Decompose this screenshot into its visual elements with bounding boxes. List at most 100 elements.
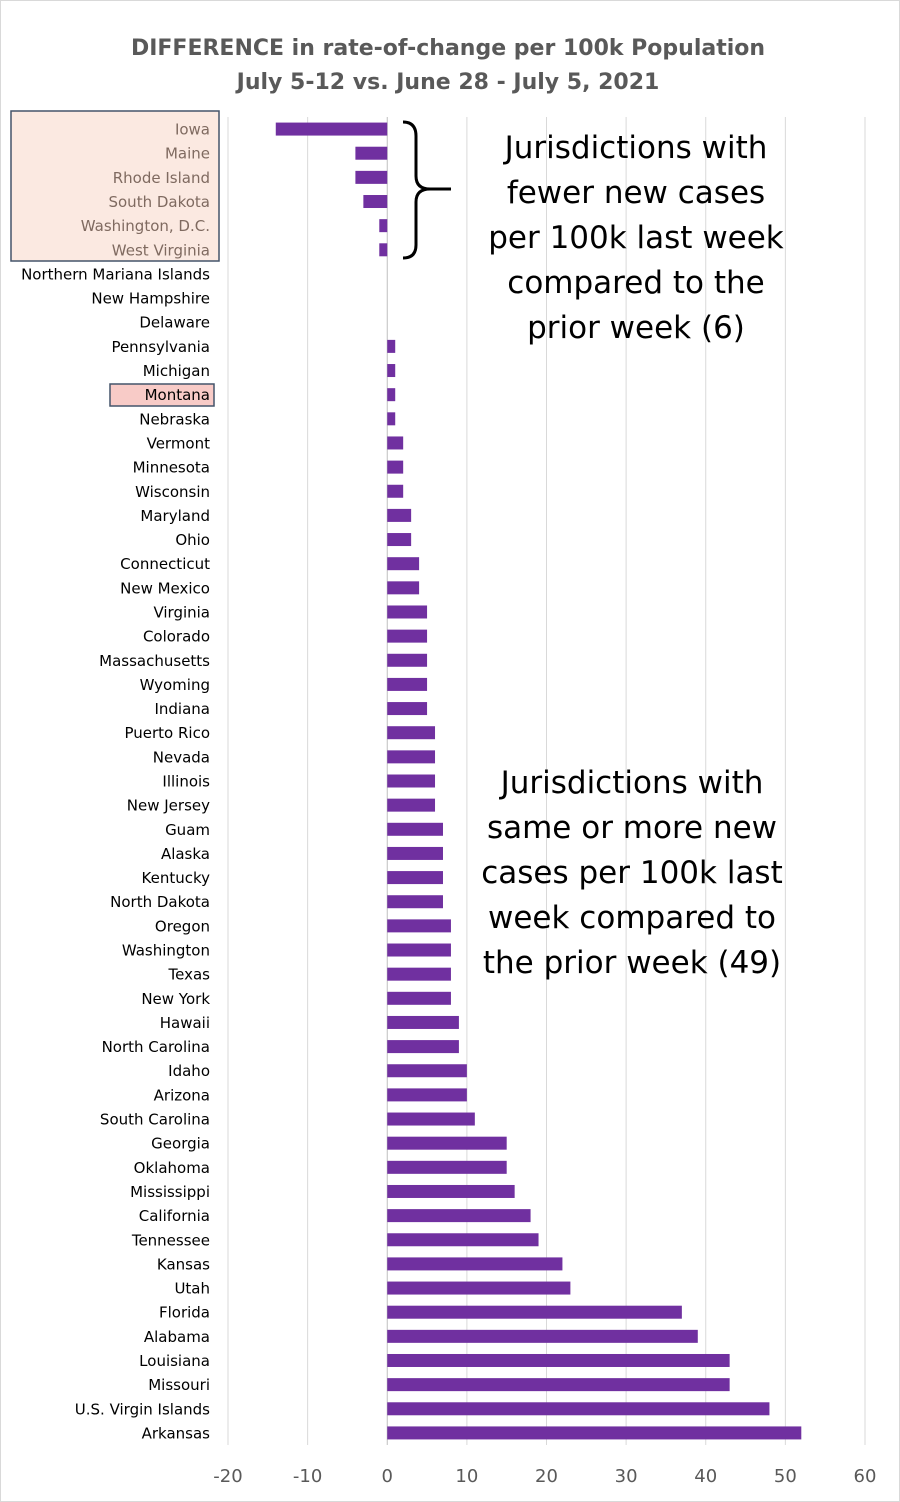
bar-california xyxy=(387,1209,531,1223)
category-label: Michigan xyxy=(143,362,210,380)
category-label: Illinois xyxy=(162,773,210,791)
bar-north-dakota xyxy=(387,895,443,909)
category-label: Arkansas xyxy=(142,1424,211,1442)
bar-south-dakota xyxy=(363,195,388,209)
category-label: Montana xyxy=(145,386,210,404)
category-label: Massachusetts xyxy=(99,652,210,670)
x-tick-label: 40 xyxy=(694,1466,717,1487)
category-label: New Hampshire xyxy=(91,290,210,308)
gridlines xyxy=(227,117,866,1445)
category-label: Florida xyxy=(159,1304,210,1322)
annotation-line: cases per 100k last xyxy=(481,855,783,891)
bar-south-carolina xyxy=(387,1112,475,1126)
annotation-fewer: Jurisdictions with fewer new cases per 100… xyxy=(488,130,784,346)
category-label: Oregon xyxy=(155,917,210,935)
x-tick-label: 50 xyxy=(774,1466,797,1487)
category-label: New Mexico xyxy=(120,579,210,597)
category-label: Idaho xyxy=(168,1062,210,1080)
category-label: Hawaii xyxy=(160,1014,210,1032)
category-label: Ohio xyxy=(175,531,210,549)
bar-washington xyxy=(387,943,451,957)
x-tick-label: 30 xyxy=(615,1466,638,1487)
bar-minnesota xyxy=(387,460,404,474)
bar-ohio xyxy=(387,533,412,547)
annotation-line: Jurisdictions with xyxy=(499,765,764,801)
category-label: South Dakota xyxy=(108,193,210,211)
bar-washington-d-c- xyxy=(379,219,388,233)
category-label: Virginia xyxy=(153,603,210,621)
category-label: Colorado xyxy=(143,628,210,646)
annotation-line: compared to the xyxy=(507,265,764,301)
bar-maryland xyxy=(387,508,412,522)
category-label: South Carolina xyxy=(100,1111,210,1129)
fewer-group-highlight-box xyxy=(10,110,220,262)
category-label: Utah xyxy=(174,1280,210,1298)
category-label: Missouri xyxy=(148,1376,210,1394)
bar-oregon xyxy=(387,919,451,933)
bar-montana xyxy=(387,388,396,402)
annotation-line: prior week (6) xyxy=(527,310,745,346)
category-label: Minnesota xyxy=(133,459,210,477)
bar-michigan xyxy=(387,364,396,378)
category-label: Vermont xyxy=(147,434,211,452)
x-tick-label: 0 xyxy=(382,1466,393,1487)
annotation-line: per 100k last week xyxy=(488,220,784,256)
category-label: Wyoming xyxy=(140,676,210,694)
bar-mississippi xyxy=(387,1184,515,1198)
category-label: Alabama xyxy=(144,1328,210,1346)
bar-west-virginia xyxy=(379,243,388,257)
bar-maine xyxy=(355,146,388,160)
bar-wisconsin xyxy=(387,484,404,498)
category-label: Wisconsin xyxy=(135,483,210,501)
category-label: Nevada xyxy=(153,748,210,766)
annotation-more: Jurisdictions with same or more new cases … xyxy=(481,765,783,981)
category-label: Kentucky xyxy=(142,869,211,887)
bar-florida xyxy=(387,1305,682,1319)
chart-subtitle: July 5-12 vs. June 28 - July 5, 2021 xyxy=(235,70,660,95)
category-label: Washington xyxy=(122,942,210,960)
x-axis-tick-labels: -20 -10 0 10 20 30 40 50 60 xyxy=(213,1466,876,1487)
category-label: Alaska xyxy=(161,845,210,863)
bar-north-carolina xyxy=(387,1040,459,1054)
bar-new-york xyxy=(387,991,451,1005)
bar-texas xyxy=(387,967,451,981)
bar-alaska xyxy=(387,846,443,860)
annotation-line: week compared to xyxy=(488,900,776,936)
bar-wyoming xyxy=(387,677,428,691)
bar-georgia xyxy=(387,1136,507,1150)
category-label: Louisiana xyxy=(139,1352,210,1370)
bar-tennessee xyxy=(387,1233,539,1247)
category-label: Texas xyxy=(168,966,211,984)
category-label: Guam xyxy=(165,821,210,839)
category-label: Arizona xyxy=(154,1086,210,1104)
bar-louisiana xyxy=(387,1353,730,1367)
category-label: Pennsylvania xyxy=(111,338,210,356)
x-tick-label: 60 xyxy=(854,1466,877,1487)
category-label: Washington, D.C. xyxy=(81,217,210,235)
bar-hawaii xyxy=(387,1015,459,1029)
category-label: Puerto Rico xyxy=(124,724,210,742)
bar-nevada xyxy=(387,750,436,764)
annotation-line: same or more new xyxy=(487,810,777,846)
category-label: Rhode Island xyxy=(113,169,210,187)
category-label: Connecticut xyxy=(120,555,210,573)
x-tick-label: -20 xyxy=(213,1466,242,1487)
category-label: Nebraska xyxy=(139,410,210,428)
bar-guam xyxy=(387,822,443,836)
bar-virginia xyxy=(387,605,428,619)
bar-pennsylvania xyxy=(387,339,396,353)
category-label: Indiana xyxy=(154,700,210,718)
bar-vermont xyxy=(387,436,404,450)
category-label: Mississippi xyxy=(130,1183,210,1201)
bar-kansas xyxy=(387,1257,563,1271)
bar-connecticut xyxy=(387,557,420,571)
category-label: New Jersey xyxy=(127,797,210,815)
bar-oklahoma xyxy=(387,1160,507,1174)
bar-illinois xyxy=(387,774,436,788)
montana-highlight-box xyxy=(109,383,215,407)
x-tick-label: 20 xyxy=(535,1466,558,1487)
x-tick-label: 10 xyxy=(455,1466,478,1487)
annotation-line: fewer new cases xyxy=(507,175,765,211)
category-label: Delaware xyxy=(139,314,210,332)
